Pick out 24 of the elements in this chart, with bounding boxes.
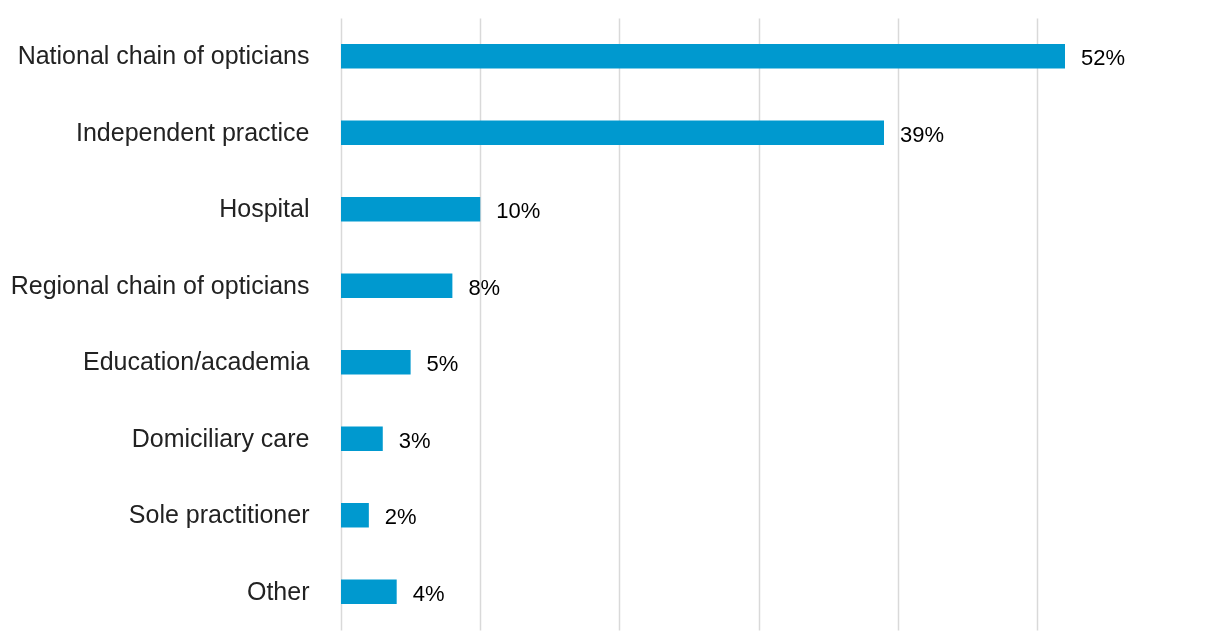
bar <box>341 579 397 604</box>
data-label: 3% <box>398 427 431 453</box>
bar <box>341 44 1065 69</box>
bar <box>341 197 481 222</box>
bar <box>341 350 411 375</box>
data-label: 8% <box>468 274 501 300</box>
bar <box>341 503 369 528</box>
y-tick-label: Domiciliary care <box>131 423 310 452</box>
data-label: 39% <box>900 121 945 147</box>
y-tick-label: Sole practitioner <box>128 500 310 529</box>
y-tick-label: Other <box>246 576 310 605</box>
y-tick-label: National chain of opticians <box>17 41 310 70</box>
data-label: 10% <box>496 198 541 224</box>
y-tick-label: Education/academia <box>82 347 310 376</box>
data-label: 52% <box>1081 45 1126 71</box>
y-tick-label: Regional chain of opticians <box>10 270 310 299</box>
data-label: 4% <box>412 580 445 606</box>
bar <box>341 273 453 298</box>
y-tick-label: Independent practice <box>75 117 310 146</box>
bar <box>341 426 383 451</box>
data-label: 5% <box>426 351 459 377</box>
bar <box>341 120 884 145</box>
data-label: 2% <box>384 504 417 530</box>
y-tick-label: Hospital <box>219 194 310 223</box>
